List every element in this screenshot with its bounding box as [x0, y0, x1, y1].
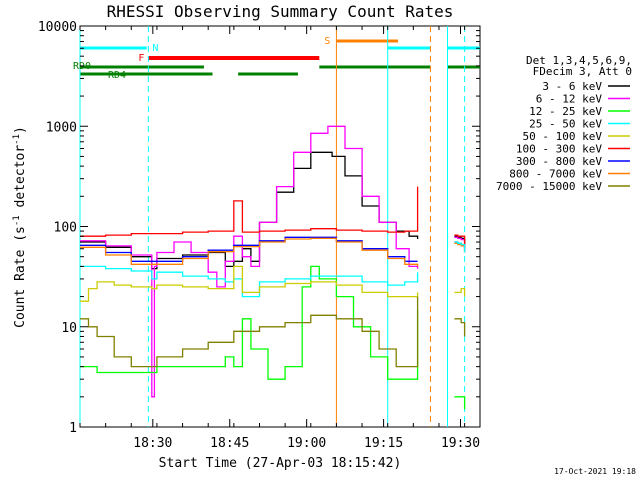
series-line-8 [80, 237, 419, 267]
series-line-4 [80, 265, 419, 298]
legend-label: 6 - 12 keV [536, 93, 603, 106]
legend-label: 300 - 800 keV [516, 155, 602, 168]
plot-frame [79, 25, 481, 428]
legend-label: 3 - 6 keV [542, 80, 602, 93]
late-segment-red [454, 234, 466, 246]
legend-label: 100 - 300 keV [516, 143, 602, 156]
legend-label: 7000 - 15000 keV [496, 180, 602, 193]
flare-flag-label: F [138, 53, 144, 64]
x-tick-label: 19:30 [441, 436, 480, 451]
instrument-flags: NF S RD0 RD4 [73, 26, 480, 427]
legend-label: 800 - 7000 keV [509, 168, 602, 181]
x-tick-label: 19:00 [287, 436, 326, 451]
legend-label: 12 - 25 keV [529, 105, 602, 118]
legend: Det 1,3,4,5,6,9,FDecim 3, Att 0 3 - 6 keV… [496, 54, 632, 193]
night-flag-label: N [152, 43, 158, 54]
series-line-6 [80, 186, 419, 237]
y-tick-label: 1000 [46, 120, 77, 135]
y-tick-label: 10 [61, 321, 77, 336]
series-line-2 [80, 125, 419, 398]
chart-title: RHESSI Observing Summary Count Rates [107, 2, 454, 21]
late-segment-cyan [454, 241, 466, 253]
late-segment-olive [454, 318, 466, 337]
late-segment-yellow [454, 287, 466, 297]
rd0-flag-label: RD0 [73, 61, 91, 72]
series-line-5 [80, 265, 419, 302]
axes: 1 10 100 1000 10000 18:30 18:45 19:00 19:15 19:30 [38, 20, 480, 451]
x-tick-label: 18:45 [210, 436, 249, 451]
y-tick-label: 10000 [38, 20, 77, 35]
x-tick-label: 19:15 [364, 436, 403, 451]
saa-flag-label: S [324, 36, 330, 47]
y-tick-label: 1 [69, 421, 77, 436]
plot-area [79, 25, 481, 428]
legend-label: 50 - 100 keV [523, 130, 603, 143]
late-segment-green [454, 396, 466, 410]
y-axis-label: Count Rate (s-1 detector-1) [12, 126, 28, 328]
y-tick-label: 100 [54, 221, 77, 236]
data-series [80, 125, 466, 410]
timestamp: 17-Oct-2021 19:18 [554, 467, 636, 476]
legend-header-line: FDecim 3, Att 0 [533, 65, 632, 78]
series-line-3 [80, 265, 419, 380]
x-tick-label: 18:30 [133, 436, 172, 451]
series-line-9 [80, 296, 419, 368]
rd4-flag-label: RD4 [108, 70, 126, 81]
legend-label: 25 - 50 keV [529, 118, 602, 131]
legend-header-line: Det 1,3,4,5,6,9, [526, 54, 632, 67]
x-axis-label: Start Time (27-Apr-03 18:15:42) [159, 456, 402, 471]
